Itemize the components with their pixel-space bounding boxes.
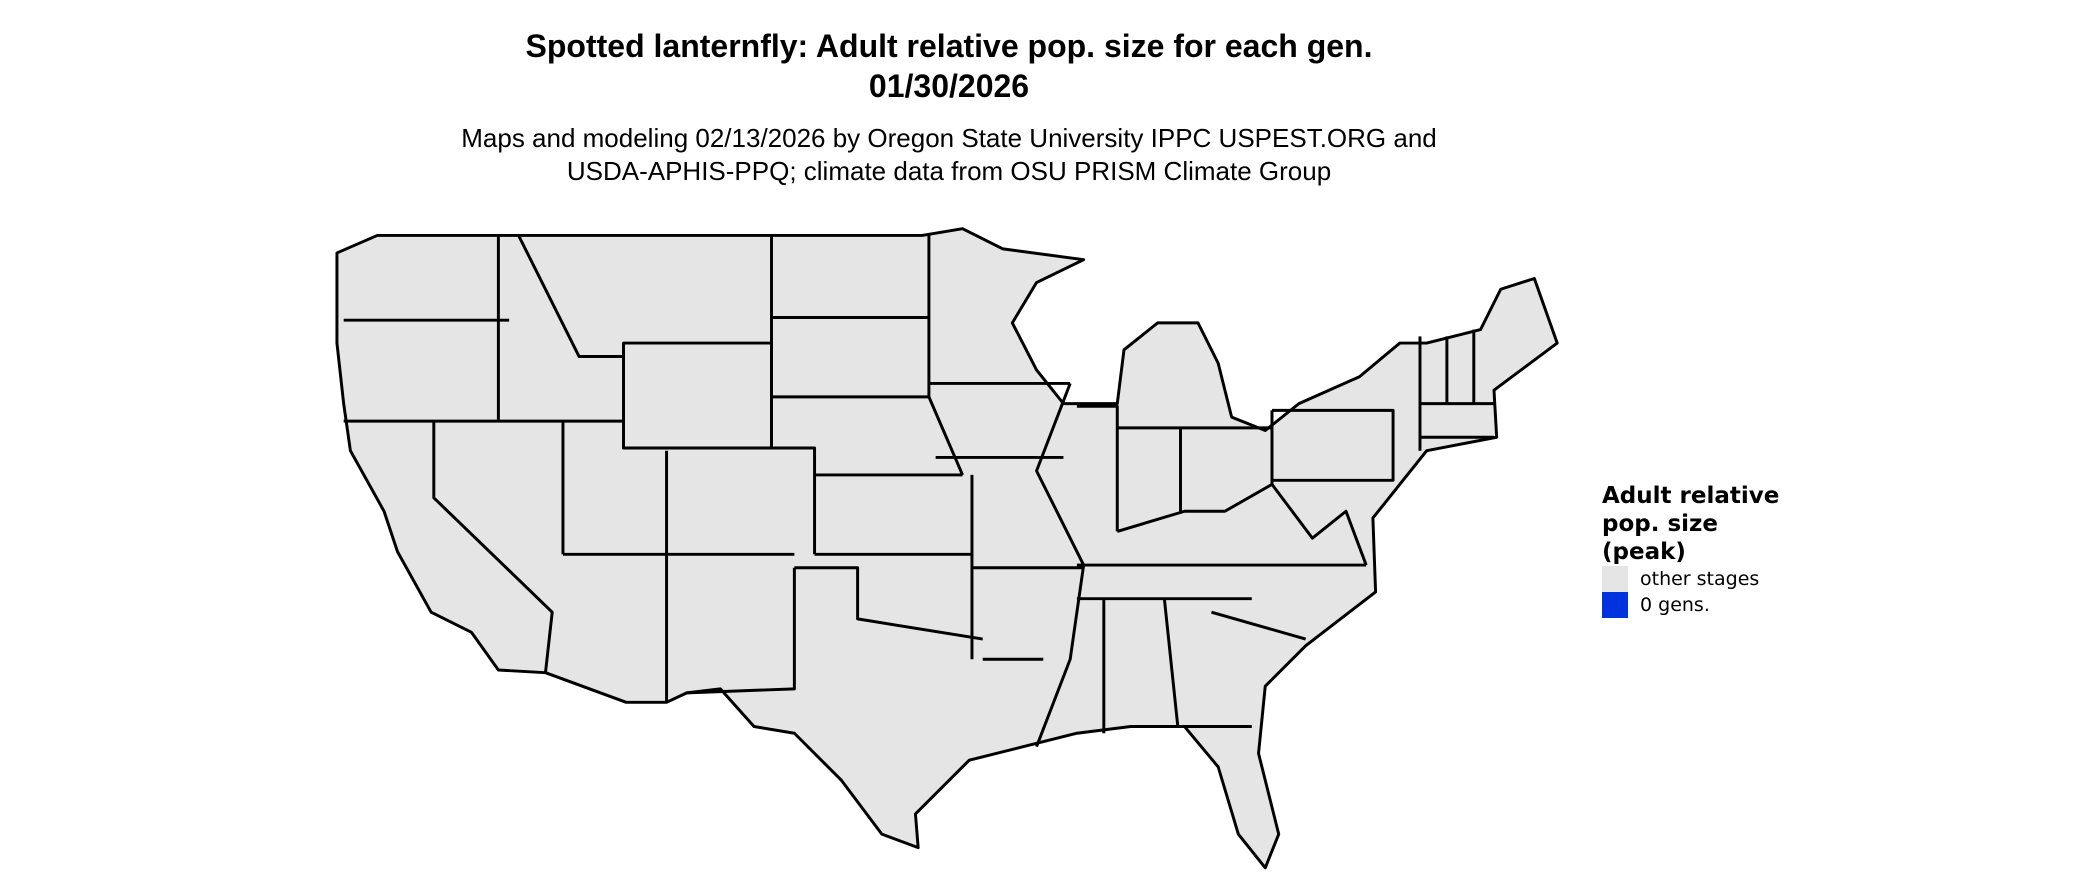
state-borders	[343, 234, 1494, 748]
legend-label: other stages	[1640, 568, 1760, 590]
map-title: Spotted lanternfly: Adult relative pop. …	[525, 28, 1373, 64]
map-subtitle-line2: USDA-APHIS-PPQ; climate data from OSU PR…	[566, 156, 1332, 186]
legend-item-0-gens: 0 gens.	[1602, 592, 1802, 618]
legend-label: 0 gens.	[1640, 594, 1710, 616]
legend: Adult relative pop. size (peak) other st…	[1602, 482, 1802, 618]
us-outline	[335, 227, 1559, 870]
map-subtitle-line1: Maps and modeling 02/13/2026 by Oregon S…	[461, 123, 1437, 153]
legend-swatch-0-gens	[1602, 592, 1628, 618]
legend-title: Adult relative pop. size (peak)	[1602, 483, 1780, 565]
legend-item-other-stages: other stages	[1602, 566, 1802, 592]
map-date: 01/30/2026	[868, 68, 1030, 104]
legend-swatch-other-stages	[1602, 566, 1628, 592]
